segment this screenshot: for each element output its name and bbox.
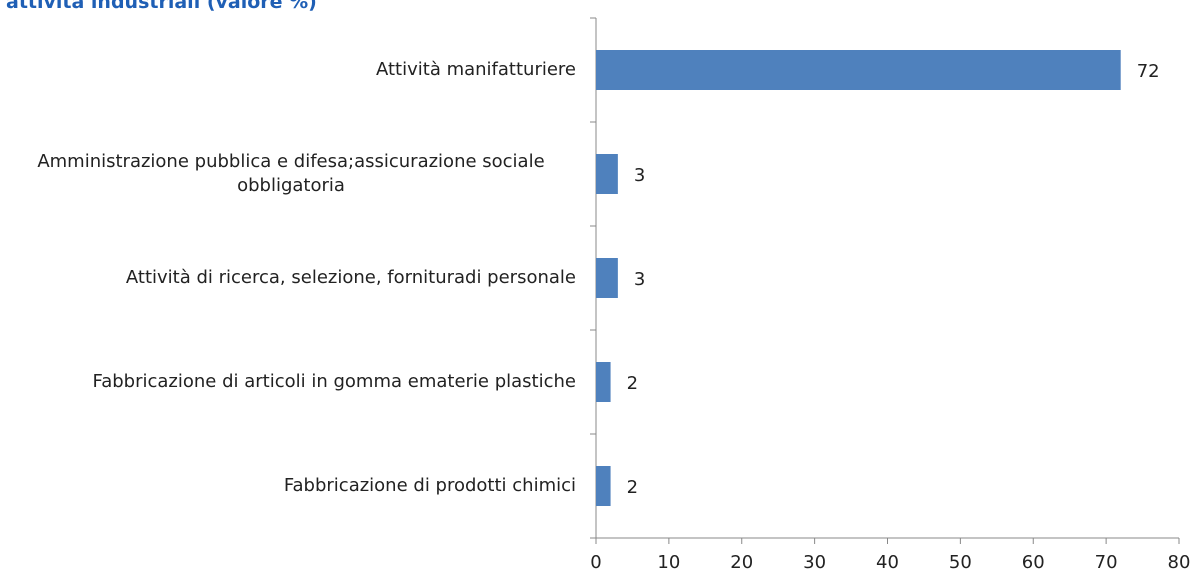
data-label: 2 (627, 373, 638, 394)
y-tick-label: Attività di ricerca, selezione, fornitur… (125, 267, 576, 288)
y-tick-label: Fabbricazione di prodotti chimici (283, 475, 576, 496)
x-tick-label: 0 (590, 552, 601, 573)
x-tick-label: 70 (1095, 552, 1118, 573)
data-label: 2 (627, 477, 638, 498)
chart-title: attività industriali (valore %) (6, 0, 317, 13)
data-label: 3 (634, 165, 645, 186)
bar (596, 258, 618, 298)
bar (596, 50, 1121, 90)
y-tick-label: Attività manifatturiere (376, 59, 576, 80)
x-tick-label: 10 (657, 552, 680, 573)
bar (596, 362, 611, 402)
bar (596, 154, 618, 194)
bar (596, 466, 611, 506)
x-tick-label: 40 (876, 552, 899, 573)
x-tick-label: 50 (949, 552, 972, 573)
x-tick-label: 60 (1022, 552, 1045, 573)
data-label: 72 (1137, 61, 1160, 82)
x-tick-label: 20 (730, 552, 753, 573)
data-label: 3 (634, 269, 645, 290)
x-tick-label: 30 (803, 552, 826, 573)
y-tick-label: Fabbricazione di articoli in gomma emate… (92, 371, 576, 392)
x-tick-label: 80 (1168, 552, 1191, 573)
y-tick-label: Amministrazione pubblica e difesa;assicu… (37, 151, 545, 196)
